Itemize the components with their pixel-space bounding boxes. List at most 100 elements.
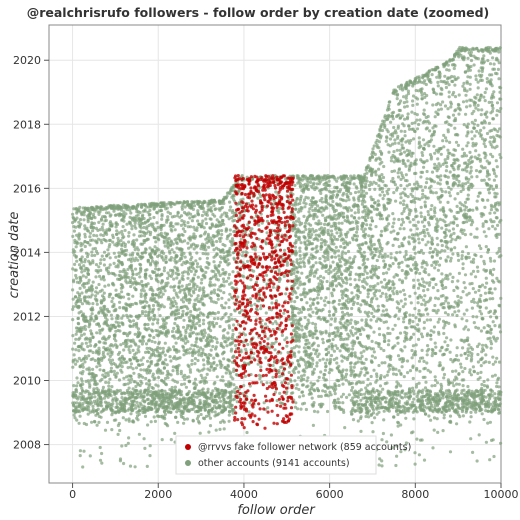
data-point <box>213 291 217 295</box>
data-point <box>446 301 450 305</box>
data-point <box>348 256 352 260</box>
data-point <box>482 326 486 330</box>
data-point <box>94 409 98 413</box>
data-point <box>194 270 198 274</box>
data-point <box>382 164 386 169</box>
data-point <box>77 421 81 425</box>
data-point <box>403 293 407 297</box>
data-point <box>215 239 219 244</box>
data-point <box>452 384 456 388</box>
data-point <box>483 285 487 289</box>
data-point <box>451 227 455 231</box>
data-point <box>294 344 299 348</box>
data-point <box>436 157 440 161</box>
data-point <box>421 153 425 157</box>
data-point <box>142 437 146 441</box>
data-point <box>438 256 443 260</box>
data-point <box>404 416 408 420</box>
data-point <box>403 395 407 399</box>
data-point <box>222 357 226 361</box>
data-point <box>447 90 451 94</box>
data-point <box>209 348 213 352</box>
data-point <box>126 267 130 271</box>
data-point <box>154 293 158 297</box>
data-point <box>227 413 231 417</box>
data-point <box>323 373 327 377</box>
data-point <box>146 230 150 234</box>
data-point <box>417 359 422 363</box>
data-point <box>495 235 499 239</box>
data-point <box>116 432 120 436</box>
data-point <box>278 206 282 210</box>
data-point <box>384 292 388 296</box>
data-point <box>225 279 229 283</box>
data-point <box>489 259 493 263</box>
data-point <box>300 271 304 275</box>
data-point <box>177 316 181 320</box>
data-point <box>333 392 337 396</box>
data-point <box>456 294 460 298</box>
data-point <box>449 100 453 104</box>
data-point <box>87 278 91 282</box>
data-point <box>132 322 136 327</box>
data-point <box>498 153 502 157</box>
data-point <box>400 143 404 147</box>
data-point <box>333 319 337 323</box>
data-point <box>174 348 178 352</box>
data-point <box>412 223 416 227</box>
data-point <box>443 104 448 108</box>
data-point <box>365 223 369 227</box>
data-point <box>484 87 488 91</box>
data-point <box>440 226 444 230</box>
data-point <box>449 357 453 362</box>
data-point <box>355 293 359 297</box>
data-point <box>89 357 93 362</box>
data-point <box>470 281 474 286</box>
data-point <box>448 272 452 276</box>
data-point <box>489 342 494 346</box>
data-point <box>445 139 449 143</box>
data-point <box>91 259 95 263</box>
data-point <box>439 107 443 111</box>
data-point <box>229 375 233 379</box>
data-point <box>205 213 209 217</box>
data-point <box>117 231 121 235</box>
data-point <box>415 127 420 131</box>
data-point <box>428 246 433 250</box>
data-point <box>392 221 396 225</box>
data-point <box>219 399 223 403</box>
data-point <box>76 381 80 385</box>
data-point <box>144 342 149 346</box>
data-point <box>451 369 455 373</box>
data-point <box>422 320 426 324</box>
data-point <box>153 229 157 233</box>
data-point <box>370 339 374 343</box>
data-point <box>447 229 451 233</box>
data-point <box>322 299 326 303</box>
data-point <box>436 430 440 434</box>
data-point <box>182 421 186 425</box>
data-point <box>469 359 473 363</box>
data-point <box>169 306 173 310</box>
data-point <box>114 288 118 292</box>
data-point <box>495 381 499 385</box>
data-point <box>74 348 78 352</box>
data-point <box>163 389 167 393</box>
data-point <box>446 148 450 152</box>
data-point <box>403 134 407 138</box>
data-point <box>323 368 327 372</box>
data-point <box>245 430 249 435</box>
data-point <box>465 99 469 103</box>
data-point <box>179 334 183 338</box>
data-point <box>108 256 112 260</box>
data-point <box>247 410 251 414</box>
data-point <box>395 306 399 310</box>
data-point <box>283 338 287 342</box>
data-point <box>474 169 479 173</box>
data-point <box>426 240 430 244</box>
data-point <box>465 105 469 109</box>
data-point <box>172 326 176 330</box>
data-point <box>215 337 219 341</box>
data-point <box>446 343 450 348</box>
data-point <box>490 104 494 108</box>
